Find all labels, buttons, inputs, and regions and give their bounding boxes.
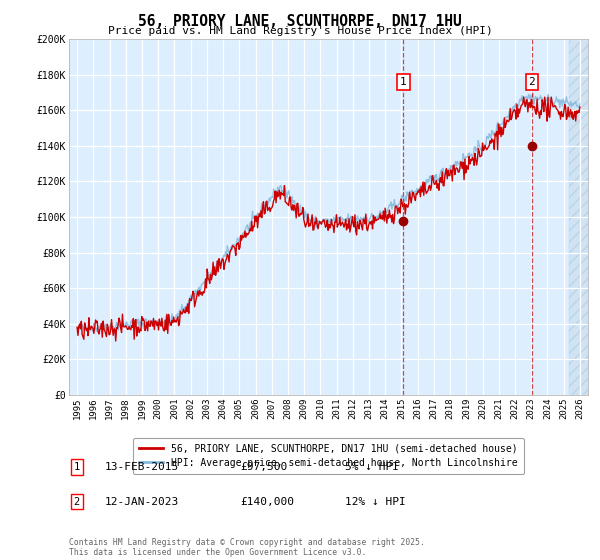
Text: 13-FEB-2015: 13-FEB-2015 — [105, 462, 179, 472]
Text: 12-JAN-2023: 12-JAN-2023 — [105, 497, 179, 507]
Text: 56, PRIORY LANE, SCUNTHORPE, DN17 1HU: 56, PRIORY LANE, SCUNTHORPE, DN17 1HU — [138, 14, 462, 29]
Legend: 56, PRIORY LANE, SCUNTHORPE, DN17 1HU (semi-detached house), HPI: Average price,: 56, PRIORY LANE, SCUNTHORPE, DN17 1HU (s… — [133, 438, 524, 474]
Text: Price paid vs. HM Land Registry's House Price Index (HPI): Price paid vs. HM Land Registry's House … — [107, 26, 493, 36]
Text: 5% ↓ HPI: 5% ↓ HPI — [345, 462, 399, 472]
Bar — [569, 39, 588, 395]
Text: 1: 1 — [74, 462, 80, 472]
Text: £140,000: £140,000 — [240, 497, 294, 507]
Text: 1: 1 — [400, 77, 407, 87]
Text: £97,500: £97,500 — [240, 462, 287, 472]
Text: 12% ↓ HPI: 12% ↓ HPI — [345, 497, 406, 507]
Text: 2: 2 — [529, 77, 535, 87]
Text: Contains HM Land Registry data © Crown copyright and database right 2025.
This d: Contains HM Land Registry data © Crown c… — [69, 538, 425, 557]
Text: 2: 2 — [74, 497, 80, 507]
